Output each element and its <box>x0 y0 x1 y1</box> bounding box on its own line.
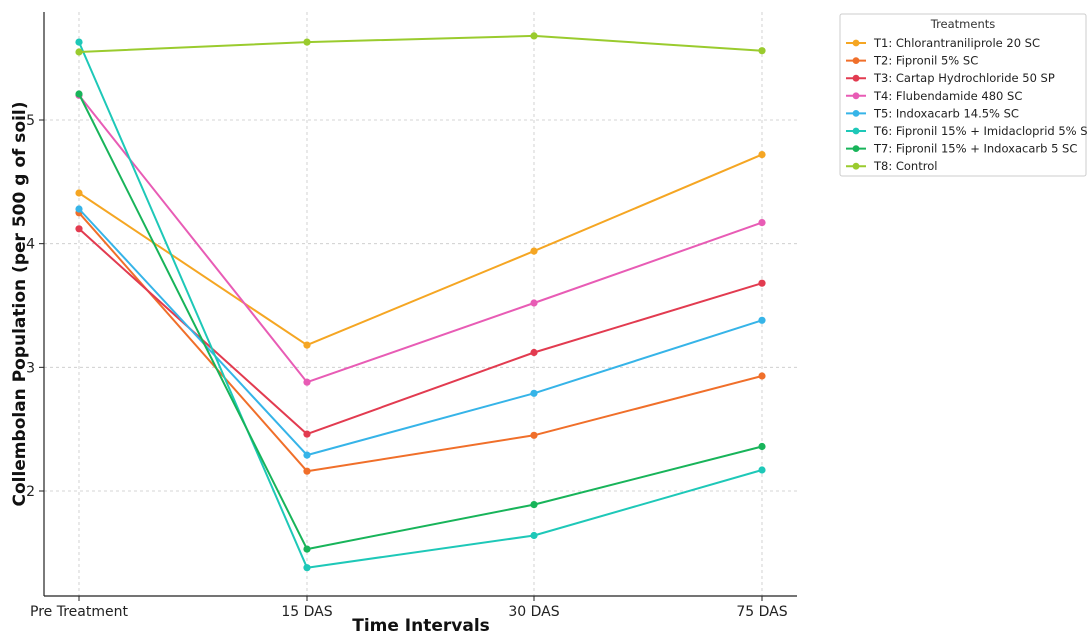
series-4 <box>75 92 765 386</box>
data-point <box>303 39 310 46</box>
data-point <box>530 248 537 255</box>
legend-swatch-marker <box>853 110 860 117</box>
data-point <box>530 349 537 356</box>
data-point <box>530 501 537 508</box>
legend-swatch-marker <box>853 57 860 64</box>
data-point <box>758 466 765 473</box>
legend-label: T5: Indoxacarb 14.5% SC <box>873 106 1019 120</box>
x-tick-label: Pre Treatment <box>30 604 128 620</box>
legend-label: T4: Flubendamide 480 SC <box>873 89 1022 103</box>
legend: Treatments T1: Chlorantraniliprole 20 SC… <box>840 14 1088 176</box>
series-line <box>79 95 762 382</box>
legend-swatch-marker <box>853 145 860 152</box>
legend-swatch-marker <box>853 40 860 47</box>
data-point <box>303 342 310 349</box>
data-point <box>758 151 765 158</box>
data-point <box>75 48 82 55</box>
x-tick-label: 15 DAS <box>281 604 332 620</box>
series-line <box>79 155 762 346</box>
legend-swatch-marker <box>853 92 860 99</box>
y-axis-title: Collembolan Population (per 500 g of soi… <box>10 101 30 506</box>
legend-item: T3: Cartap Hydrochloride 50 SP <box>846 71 1055 85</box>
data-point <box>303 431 310 438</box>
data-point <box>530 432 537 439</box>
data-point <box>530 390 537 397</box>
legend-item: T6: Fipronil 15% + Imidacloprid 5% SC <box>846 124 1088 138</box>
legend-label: T8: Control <box>873 159 937 173</box>
legend-label: T2: Fipronil 5% SC <box>873 54 978 68</box>
x-axis-title: Time Intervals <box>352 616 490 635</box>
grid <box>44 12 797 596</box>
legend-label: T3: Cartap Hydrochloride 50 SP <box>873 71 1055 85</box>
data-point <box>530 532 537 539</box>
data-point <box>75 90 82 97</box>
data-point <box>303 379 310 386</box>
axes <box>44 12 797 596</box>
data-point <box>303 468 310 475</box>
legend-swatch-marker <box>853 75 860 82</box>
data-point <box>758 317 765 324</box>
data-point <box>75 225 82 232</box>
series-line <box>79 209 762 455</box>
legend-label: T6: Fipronil 15% + Imidacloprid 5% SC <box>873 124 1088 138</box>
series-7 <box>75 90 765 552</box>
data-point <box>303 546 310 553</box>
series-8 <box>75 32 765 55</box>
x-tick-label: 30 DAS <box>508 604 559 620</box>
data-point <box>75 189 82 196</box>
legend-item: T1: Chlorantraniliprole 20 SC <box>846 36 1040 50</box>
series-line <box>79 36 762 52</box>
legend-swatch-marker <box>853 163 860 170</box>
data-point <box>530 299 537 306</box>
data-point <box>75 205 82 212</box>
series-group <box>75 32 765 571</box>
data-point <box>303 564 310 571</box>
data-point <box>758 280 765 287</box>
data-point <box>303 452 310 459</box>
legend-label: T7: Fipronil 15% + Indoxacarb 5 SC <box>873 142 1077 156</box>
data-point <box>758 443 765 450</box>
legend-item: T7: Fipronil 15% + Indoxacarb 5 SC <box>846 142 1077 156</box>
series-line <box>79 42 762 568</box>
legend-title: Treatments <box>930 17 996 31</box>
data-point <box>530 32 537 39</box>
legend-label: T1: Chlorantraniliprole 20 SC <box>873 36 1040 50</box>
data-point <box>758 219 765 226</box>
data-point <box>758 47 765 54</box>
data-point <box>75 39 82 46</box>
legend-swatch-marker <box>853 128 860 135</box>
data-point <box>758 372 765 379</box>
x-tick-label: 75 DAS <box>736 604 787 620</box>
